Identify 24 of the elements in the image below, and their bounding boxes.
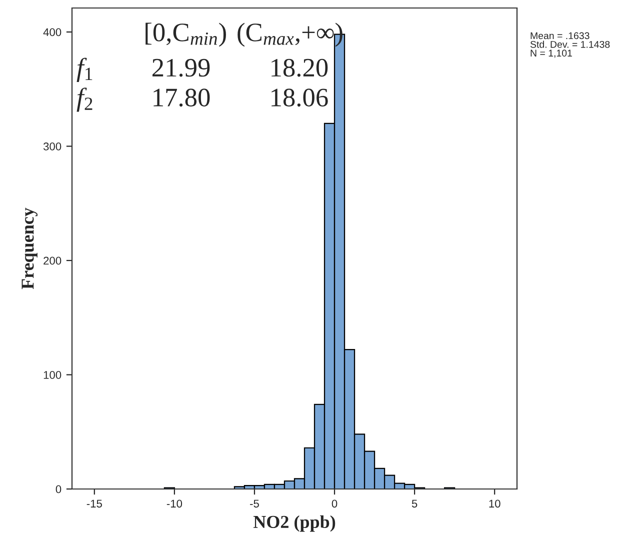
text: Mean = .1633	[530, 32, 590, 40]
x-tick-label: 0	[332, 500, 338, 508]
annotation: [0,C$_{min}$)	[146, 22, 226, 47]
y-axis-title: Frequency	[22, 208, 38, 290]
annotation: 17.80	[154, 88, 210, 107]
text: Std. Dev. = 1.1438	[530, 40, 610, 48]
y-tick-label: 300	[43, 142, 62, 150]
x-tick-label: -10	[166, 500, 182, 508]
x-tick-label: -5	[250, 500, 259, 508]
y-tick-label: 200	[44, 256, 62, 265]
x-tick-label: 5	[412, 500, 418, 508]
annotation: f$_{1}$	[76, 58, 92, 82]
annotation: 18.20	[272, 58, 328, 77]
annotation: (C$_{max}$,+∞)	[238, 22, 342, 47]
x-axis-title: NO2 (ppb)	[253, 515, 336, 532]
annotation: 21.99	[152, 58, 210, 77]
y-tick-label: 400	[43, 28, 62, 36]
annotation: f$_{2}$	[76, 88, 92, 112]
annotation: 18.06	[272, 88, 328, 107]
text: N = 1,101	[530, 50, 572, 58]
y-tick-label: 0	[56, 485, 62, 494]
x-tick-label: 10	[489, 500, 500, 508]
y-tick-label: 100	[44, 371, 62, 379]
x-tick-label: -15	[86, 500, 102, 508]
